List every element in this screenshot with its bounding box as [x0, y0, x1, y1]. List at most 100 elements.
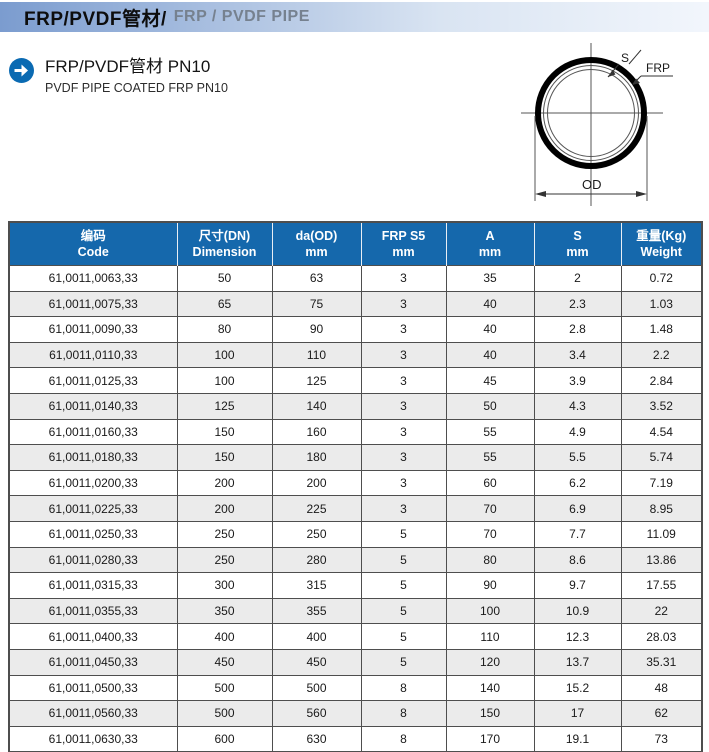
table-cell: 3: [360, 444, 447, 471]
table-cell: 61,0011,0075,33: [8, 290, 178, 318]
table-cell: 40: [445, 290, 535, 318]
table-cell: 3: [360, 392, 447, 420]
table-cell: 61,0011,0090,33: [8, 316, 178, 343]
table-cell: 62: [620, 700, 703, 727]
table-cell: 0.72: [620, 265, 703, 292]
table-cell: 19.1: [533, 725, 622, 752]
pipe-cross-section-diagram: S FRP OD: [521, 43, 673, 206]
table-cell: 5: [360, 520, 447, 548]
table-cell: 150: [176, 418, 273, 446]
column-header: 重量(Kg) Weight: [620, 222, 702, 266]
table-cell: 15.2: [533, 674, 622, 702]
table-cell: 8: [360, 674, 447, 702]
table-cell: 630: [271, 725, 362, 752]
table-cell: 2.8: [533, 316, 622, 343]
table-cell: 48: [620, 674, 703, 702]
table-cell: 70: [445, 495, 535, 522]
table-cell: 140: [445, 674, 535, 702]
table-cell: 5: [360, 572, 447, 599]
table-cell: 61,0011,0140,33: [8, 392, 178, 420]
table-cell: 50: [445, 392, 535, 420]
column-header: 编码 Code: [9, 222, 177, 266]
section-subtitle: PVDF PIPE COATED FRP PN10: [45, 81, 228, 95]
table-cell: 250: [176, 546, 273, 574]
table-row: 61,0011,0630,33 600 630 8 170 19.1 73: [8, 725, 703, 752]
table-cell: 61,0011,0225,33: [8, 495, 178, 522]
table-cell: 3: [360, 265, 447, 292]
table-cell: 7.7: [533, 520, 622, 548]
table-cell: 61,0011,0400,33: [8, 623, 178, 650]
table-cell: 5.5: [533, 444, 622, 471]
banner-title-zh: FRP/PVDF管材/: [24, 8, 167, 30]
table-cell: 110: [271, 341, 362, 369]
table-cell: 9.7: [533, 572, 622, 599]
table-cell: 12.3: [533, 623, 622, 650]
table-row: 61,0011,0160,33 150 160 3 55 4.9 4.54: [8, 418, 703, 446]
table-cell: 150: [176, 444, 273, 471]
table-cell: 315: [271, 572, 362, 599]
table-cell: 100: [176, 367, 273, 394]
table-cell: 1.03: [620, 290, 703, 318]
label-frp: FRP: [646, 61, 670, 75]
table-cell: 140: [271, 392, 362, 420]
table-cell: 7.19: [620, 469, 703, 497]
table-cell: 50: [176, 265, 273, 292]
table-row: 61,0011,0315,33 300 315 5 90 9.7 17.55: [8, 572, 703, 599]
table-cell: 2: [533, 265, 622, 292]
table-row: 61,0011,0075,33 65 75 3 40 2.3 1.03: [8, 290, 703, 318]
table-cell: 61,0011,0250,33: [8, 520, 178, 548]
table-cell: 225: [271, 495, 362, 522]
wall-outer-circle: [543, 65, 639, 161]
table-cell: 17: [533, 700, 622, 727]
table-cell: 45: [445, 367, 535, 394]
table-cell: 3: [360, 341, 447, 369]
table-cell: 63: [271, 265, 362, 292]
table-cell: 250: [271, 520, 362, 548]
table-row: 61,0011,0450,33 450 450 5 120 13.7 35.31: [8, 648, 703, 676]
table-cell: 8.6: [533, 546, 622, 574]
table-cell: 5: [360, 597, 447, 625]
section-heading: FRP/PVDF管材 PN10 PVDF PIPE COATED FRP PN1…: [9, 56, 228, 97]
table-cell: 73: [620, 725, 703, 752]
table-cell: 400: [271, 623, 362, 650]
table-cell: 61,0011,0355,33: [8, 597, 178, 625]
spec-table-body: 61,0011,0063,33 50 63 3 35 2 0.72 61,0011,0075,…: [8, 265, 703, 752]
table-row: 61,0011,0225,33 200 225 3 70 6.9 8.95: [8, 495, 703, 522]
table-cell: 61,0011,0450,33: [8, 648, 178, 676]
table-row: 61,0011,0560,33 500 560 8 150 17 62: [8, 700, 703, 727]
table-cell: 17.55: [620, 572, 703, 599]
table-cell: 8: [360, 700, 447, 727]
table-cell: 110: [445, 623, 535, 650]
table-cell: 200: [176, 469, 273, 497]
table-cell: 5.74: [620, 444, 703, 471]
table-cell: 2.84: [620, 367, 703, 394]
table-cell: 300: [176, 572, 273, 599]
table-cell: 3: [360, 469, 447, 497]
table-cell: 200: [176, 495, 273, 522]
table-row: 61,0011,0400,33 400 400 5 110 12.3 28.03: [8, 623, 703, 650]
table-cell: 80: [445, 546, 535, 574]
table-cell: 500: [271, 674, 362, 702]
table-row: 61,0011,0355,33 350 355 5 100 10.9 22: [8, 597, 703, 625]
table-cell: 4.54: [620, 418, 703, 446]
table-cell: 75: [271, 290, 362, 318]
table-cell: 3: [360, 495, 447, 522]
arrow-right-icon: [9, 58, 34, 83]
s-leader-tick: [628, 49, 642, 65]
table-cell: 3: [360, 316, 447, 343]
table-row: 61,0011,0063,33 50 63 3 35 2 0.72: [8, 265, 703, 292]
column-header: 尺寸(DN) Dimension: [176, 222, 272, 266]
table-cell: 120: [445, 648, 535, 676]
table-cell: 3.52: [620, 392, 703, 420]
table-cell: 8: [360, 725, 447, 752]
column-header: FRP S5 mm: [360, 222, 446, 266]
table-cell: 65: [176, 290, 273, 318]
table-cell: 280: [271, 546, 362, 574]
table-cell: 35.31: [620, 648, 703, 676]
table-cell: 70: [445, 520, 535, 548]
table-cell: 450: [176, 648, 273, 676]
table-cell: 125: [176, 392, 273, 420]
table-cell: 5: [360, 623, 447, 650]
table-row: 61,0011,0090,33 80 90 3 40 2.8 1.48: [8, 316, 703, 343]
